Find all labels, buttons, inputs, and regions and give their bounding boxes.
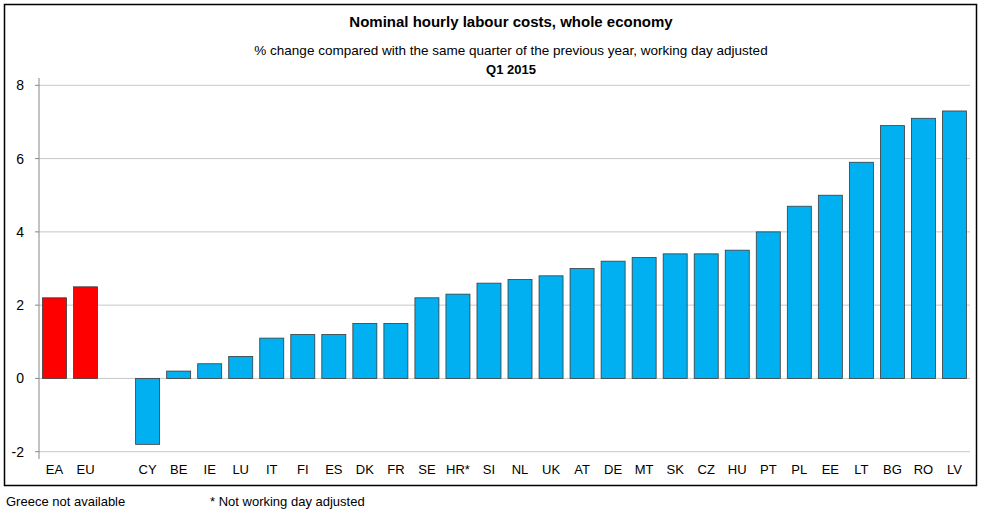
x-tick-label: SE [418, 462, 436, 477]
bar [43, 298, 67, 379]
x-tick-label: LV [947, 462, 962, 477]
x-tick-label: PL [791, 462, 807, 477]
x-tick-label: SK [667, 462, 685, 477]
x-tick-label: EA [46, 462, 64, 477]
grid-line [39, 85, 970, 86]
tick-mark [35, 378, 39, 379]
bar [198, 364, 222, 379]
y-tick-label: 4 [16, 224, 24, 240]
x-tick-label: UK [542, 462, 560, 477]
tick-mark [35, 305, 39, 306]
x-tick-label: CZ [698, 462, 715, 477]
title: Nominal hourly labour costs, whole econo… [349, 13, 673, 30]
bar [601, 261, 625, 378]
x-tick-label: SI [483, 462, 495, 477]
bar [942, 111, 966, 378]
x-tick-label: NL [512, 462, 529, 477]
bar [849, 162, 873, 378]
subtitle: % change compared with the same quarter … [254, 43, 767, 58]
period: Q1 2015 [486, 62, 536, 77]
bar [260, 338, 284, 378]
bar [167, 371, 191, 378]
x-tick-label: DK [356, 462, 374, 477]
bar [508, 279, 532, 378]
tick-mark [35, 231, 39, 232]
x-tick-label: LU [232, 462, 249, 477]
bar [911, 118, 935, 378]
bar [74, 287, 98, 379]
x-tick-label: CY [139, 462, 157, 477]
tick-mark [35, 85, 39, 86]
x-tick-label: ES [325, 462, 343, 477]
x-tick-label: BE [170, 462, 188, 477]
x-tick-label: RO [914, 462, 934, 477]
x-tick-label: IT [266, 462, 278, 477]
x-tick-label: HR* [446, 462, 470, 477]
x-tick-label: BG [883, 462, 902, 477]
note: Greece not available [6, 494, 125, 509]
bar [229, 356, 253, 378]
tick-mark [35, 158, 39, 159]
x-tick-label: EU [77, 462, 95, 477]
y-axis [39, 78, 40, 459]
bar [415, 298, 439, 379]
chart: Nominal hourly labour costs, whole econo… [0, 0, 981, 513]
bar [291, 334, 315, 378]
x-tick-label: FR [387, 462, 404, 477]
x-tick-label: FI [297, 462, 309, 477]
grid-line [39, 451, 970, 452]
frame [5, 5, 977, 486]
bar [353, 323, 377, 378]
tick-mark [35, 451, 39, 452]
bar [322, 334, 346, 378]
bar [632, 258, 656, 379]
bar [880, 126, 904, 379]
bars [43, 111, 967, 444]
x-tick-label: AT [574, 462, 590, 477]
x-tick-label: LT [854, 462, 868, 477]
y-tick-label: 6 [16, 151, 24, 167]
bar [787, 206, 811, 378]
bar [539, 276, 563, 379]
x-tick-label: DE [604, 462, 622, 477]
x-tick-label: IE [204, 462, 217, 477]
y-tick-label: 0 [16, 370, 24, 386]
grid-line [39, 158, 970, 159]
note: * Not working day adjusted [210, 494, 365, 509]
bar [756, 232, 780, 379]
y-tick-label: 8 [16, 77, 24, 93]
bar [663, 254, 687, 379]
bar [694, 254, 718, 379]
y-tick-label: 2 [16, 297, 24, 313]
x-tick-label: PT [760, 462, 777, 477]
bar [725, 250, 749, 378]
bar [446, 294, 470, 378]
x-tick-label: EE [822, 462, 840, 477]
bar [384, 323, 408, 378]
x-tick-label: MT [635, 462, 654, 477]
bar [136, 378, 160, 444]
y-tick-label: -2 [12, 444, 25, 460]
bar [818, 195, 842, 378]
bar [570, 269, 594, 379]
bar [477, 283, 501, 378]
x-tick-label: HU [728, 462, 747, 477]
